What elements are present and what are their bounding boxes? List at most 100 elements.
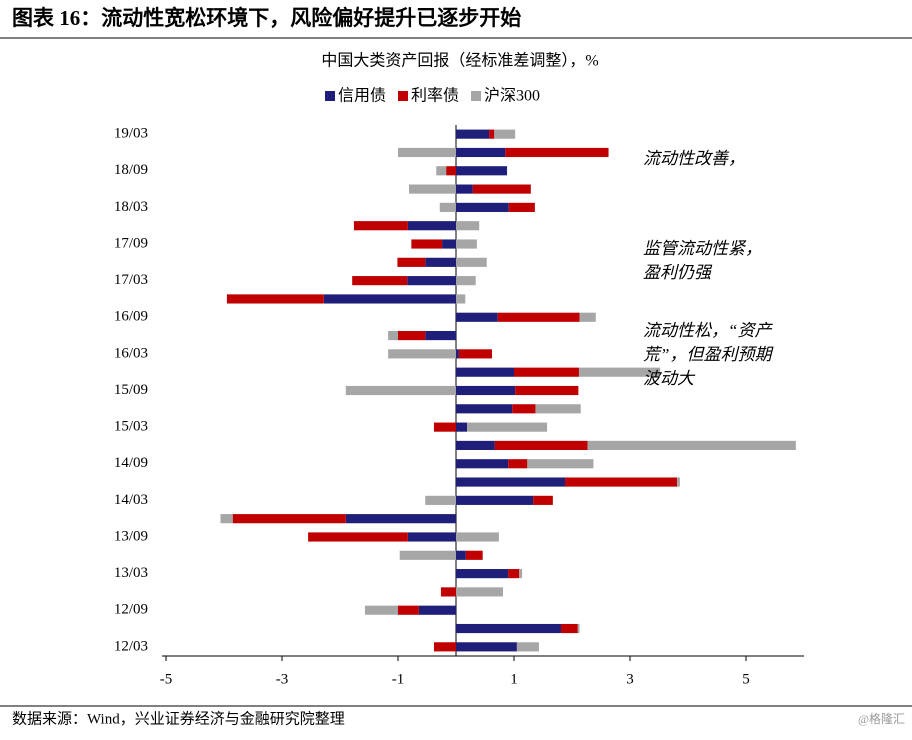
bar-segment (446, 166, 456, 176)
bar-segment (456, 202, 509, 212)
bar-segment (577, 623, 580, 634)
bar-segment (467, 422, 548, 432)
bar-segment (519, 569, 523, 579)
bar-segment (489, 129, 495, 139)
chart-title: 中国大类资产回报（经标准差调整），% (321, 52, 598, 70)
bar-segment (456, 587, 503, 597)
y-tick-label: 17/03 (114, 272, 148, 288)
bar-segment (472, 184, 531, 194)
bar-segment (232, 514, 346, 524)
bar-segment (578, 367, 661, 377)
bar-segment (497, 312, 580, 322)
annotation: 流动性改善， (643, 149, 745, 168)
legend-swatch (398, 91, 409, 101)
bar-segment (587, 440, 796, 451)
bar-segment (456, 440, 495, 451)
bar-segment (398, 147, 456, 158)
legend-label: 信用债 (338, 87, 386, 105)
bar-segment (456, 495, 534, 505)
x-tick-label: -3 (276, 671, 289, 687)
y-tick-label: 18/09 (114, 162, 148, 178)
y-tick-label: 19/03 (114, 126, 148, 142)
bar-segment (458, 349, 492, 359)
y-tick-label: 14/09 (114, 455, 148, 471)
bar-segment (514, 367, 579, 377)
bar-segment (352, 276, 408, 286)
source: 数据来源：Wind，兴业证券经济与金融研究院整理 (12, 709, 345, 727)
annotation: 流动性松，“资产 (643, 321, 773, 340)
bar-segment (456, 532, 499, 542)
y-tick-label: 16/09 (114, 309, 148, 325)
bar-segment (397, 257, 426, 267)
bar-segment (456, 569, 509, 579)
bar-segment (398, 605, 419, 615)
bar-segment (388, 349, 456, 359)
legend-swatch (325, 91, 335, 101)
bar-segment (456, 477, 566, 487)
bar-segment (456, 349, 459, 359)
annotation: 荒”，但盈利预期 (643, 345, 774, 364)
bar-segment (456, 239, 477, 249)
bar-segment (399, 550, 456, 560)
bar-segment (353, 221, 408, 231)
bar-segment (456, 385, 516, 396)
y-tick-label: 12/03 (114, 638, 148, 654)
bar-segment (345, 385, 456, 396)
bar-segment (220, 514, 233, 524)
y-tick-label: 15/03 (114, 419, 148, 435)
bar-segment (494, 129, 516, 139)
x-tick-label: 5 (742, 671, 750, 687)
bar-segment (535, 404, 581, 414)
bar-segment (411, 239, 443, 249)
bar-segment (407, 276, 456, 286)
x-tick-label: 3 (626, 671, 634, 687)
bar-segment (345, 514, 456, 524)
annotation: 波动大 (643, 369, 696, 388)
bar-segment (456, 367, 514, 377)
y-tick-label: 13/09 (114, 528, 148, 544)
bar-segment (418, 605, 456, 615)
watermark: @格隆汇 (858, 711, 905, 726)
bar-segment (456, 312, 498, 322)
bar-segment (436, 166, 447, 176)
legend-swatch (471, 91, 482, 101)
bar-segment (565, 477, 677, 487)
bar-segment (388, 330, 398, 341)
bar-segment (456, 294, 466, 304)
bar-segment (456, 184, 473, 194)
bar-segment (465, 550, 483, 560)
y-tick-label: 13/03 (114, 565, 148, 581)
bar-segment (398, 330, 426, 341)
bar-segment (508, 202, 535, 212)
bar-segment (456, 147, 506, 158)
bar-segment (456, 221, 480, 231)
y-tick-label: 17/09 (114, 235, 148, 251)
bar-segment (407, 532, 456, 542)
bar-segment (425, 495, 456, 505)
bar-segment (433, 642, 456, 652)
bar-segment (364, 605, 398, 615)
y-tick-label: 12/09 (114, 602, 148, 618)
bar-segment (456, 550, 466, 560)
x-tick-label: -1 (392, 671, 405, 687)
y-tick-label: 14/03 (114, 492, 148, 508)
y-tick-label: 15/09 (114, 382, 148, 398)
bar-segment (516, 642, 539, 652)
bar-segment (508, 569, 520, 579)
bar-segment (533, 495, 553, 505)
bar-segment (440, 587, 456, 597)
bar-segment (494, 440, 588, 451)
bar-segment (407, 221, 456, 231)
bar-segment (676, 477, 680, 487)
bar-segment (409, 184, 456, 194)
bar-segment (425, 330, 456, 341)
y-tick-label: 16/03 (114, 345, 148, 361)
bar-segment (456, 422, 468, 432)
x-tick-label: 1 (510, 671, 518, 687)
bar-segment (456, 404, 513, 414)
bar-segment (505, 147, 609, 158)
legend-label: 沪深300 (484, 87, 540, 105)
page-title: 图表 16：流动性宽松环境下，风险偏好提升已逐步开始 (12, 6, 521, 30)
